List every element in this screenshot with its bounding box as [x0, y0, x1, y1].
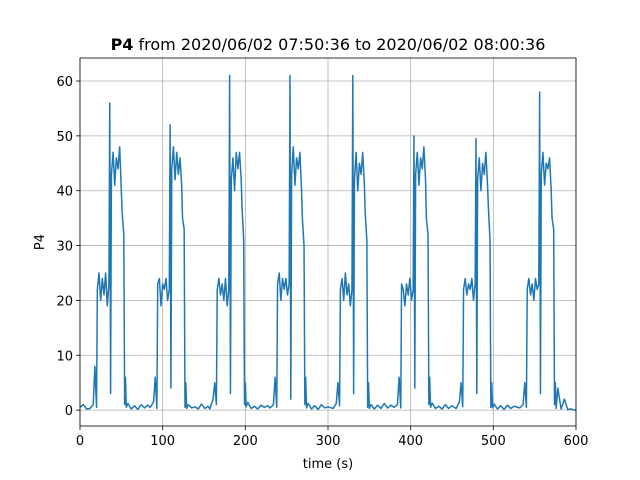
title-bold: P4 — [111, 35, 134, 54]
y-tick-label: 40 — [56, 185, 73, 200]
x-axis-label: time (s) — [303, 457, 353, 472]
x-tick-label: 100 — [150, 434, 175, 449]
x-tick-label: 400 — [398, 434, 423, 449]
title-text: from 2020/06/02 07:50:36 to 2020/06/02 0… — [139, 35, 546, 54]
x-tick-label: 0 — [76, 434, 84, 449]
x-tick-label: 300 — [316, 434, 341, 449]
data-line — [79, 74, 576, 411]
y-tick-label: 0 — [65, 404, 73, 419]
y-tick-label: 20 — [56, 294, 73, 309]
y-tick-label: 10 — [56, 349, 73, 364]
x-tick-label: 600 — [564, 434, 589, 449]
x-tick-label: 200 — [233, 434, 258, 449]
y-tick-label: 50 — [56, 130, 73, 145]
y-axis-label: P4 — [33, 234, 48, 250]
chart-title: P4 from 2020/06/02 07:50:36 to 2020/06/0… — [111, 35, 546, 54]
plot-frame — [79, 57, 577, 427]
y-tick-label: 30 — [56, 240, 73, 255]
y-tick-label: 60 — [56, 75, 73, 90]
x-tick-label: 500 — [481, 434, 506, 449]
